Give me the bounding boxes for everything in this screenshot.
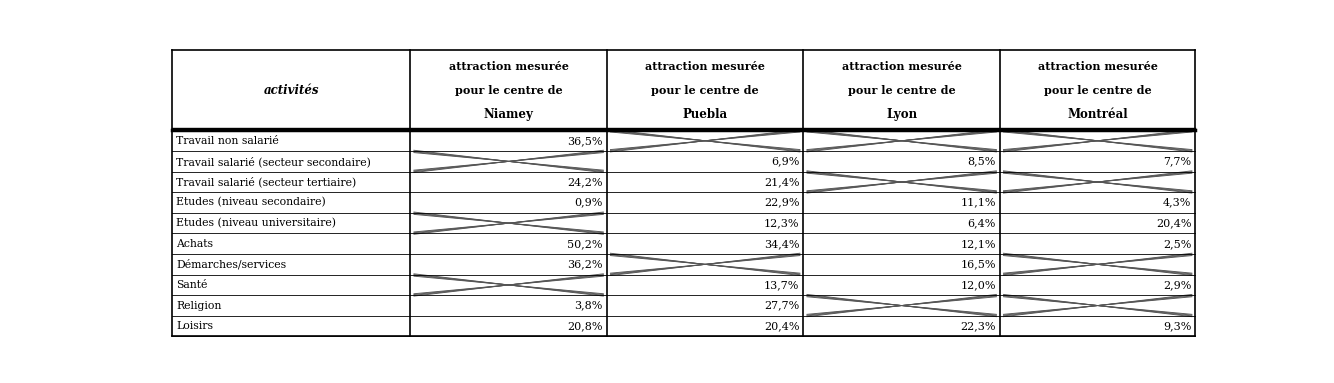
Text: 20,4%: 20,4% xyxy=(764,321,799,331)
Text: 3,8%: 3,8% xyxy=(575,301,603,311)
Text: Travail salarié (secteur tertiaire): Travail salarié (secteur tertiaire) xyxy=(176,177,356,187)
Text: 22,3%: 22,3% xyxy=(960,321,995,331)
Text: 6,9%: 6,9% xyxy=(771,156,799,166)
Text: 8,5%: 8,5% xyxy=(967,156,995,166)
Text: Travail non salarié: Travail non salarié xyxy=(176,136,279,146)
Text: 34,4%: 34,4% xyxy=(764,239,799,249)
Text: Religion: Religion xyxy=(176,301,221,311)
Text: 9,3%: 9,3% xyxy=(1163,321,1191,331)
Text: attraction mesurée: attraction mesurée xyxy=(448,61,568,72)
Text: Loisirs: Loisirs xyxy=(176,321,213,331)
Text: 50,2%: 50,2% xyxy=(567,239,603,249)
Text: 12,3%: 12,3% xyxy=(764,218,799,228)
Text: 21,4%: 21,4% xyxy=(764,177,799,187)
Text: 0,9%: 0,9% xyxy=(575,198,603,208)
Text: 12,0%: 12,0% xyxy=(960,280,995,290)
Text: Etudes (niveau secondaire): Etudes (niveau secondaire) xyxy=(176,197,325,208)
Text: 20,8%: 20,8% xyxy=(567,321,603,331)
Text: activités: activités xyxy=(263,84,319,97)
Text: 13,7%: 13,7% xyxy=(764,280,799,290)
Text: Etudes (niveau universitaire): Etudes (niveau universitaire) xyxy=(176,218,336,228)
Text: attraction mesurée: attraction mesurée xyxy=(1038,61,1158,72)
Text: Travail salarié (secteur secondaire): Travail salarié (secteur secondaire) xyxy=(176,156,371,167)
Text: 6,4%: 6,4% xyxy=(967,218,995,228)
Text: Niamey: Niamey xyxy=(484,108,534,121)
Text: pour le centre de: pour le centre de xyxy=(848,85,955,96)
Text: Montréal: Montréal xyxy=(1067,108,1129,121)
Text: 11,1%: 11,1% xyxy=(960,198,995,208)
Text: 24,2%: 24,2% xyxy=(567,177,603,187)
Text: pour le centre de: pour le centre de xyxy=(455,85,563,96)
Text: 16,5%: 16,5% xyxy=(960,259,995,269)
Text: Achats: Achats xyxy=(176,239,213,249)
Text: pour le centre de: pour le centre de xyxy=(1045,85,1151,96)
Text: Démarches/services: Démarches/services xyxy=(176,259,287,270)
Text: 2,5%: 2,5% xyxy=(1163,239,1191,249)
Text: attraction mesurée: attraction mesurée xyxy=(842,61,962,72)
Text: Santé: Santé xyxy=(176,280,207,290)
Text: 2,9%: 2,9% xyxy=(1163,280,1191,290)
Text: 27,7%: 27,7% xyxy=(764,301,799,311)
Text: 12,1%: 12,1% xyxy=(960,239,995,249)
Text: 20,4%: 20,4% xyxy=(1155,218,1191,228)
Text: Puebla: Puebla xyxy=(683,108,728,121)
Text: 36,5%: 36,5% xyxy=(567,136,603,146)
Text: Lyon: Lyon xyxy=(886,108,918,121)
Text: 4,3%: 4,3% xyxy=(1163,198,1191,208)
Text: 22,9%: 22,9% xyxy=(764,198,799,208)
Text: 36,2%: 36,2% xyxy=(567,259,603,269)
Text: attraction mesurée: attraction mesurée xyxy=(646,61,766,72)
Text: pour le centre de: pour le centre de xyxy=(651,85,759,96)
Text: 7,7%: 7,7% xyxy=(1163,156,1191,166)
